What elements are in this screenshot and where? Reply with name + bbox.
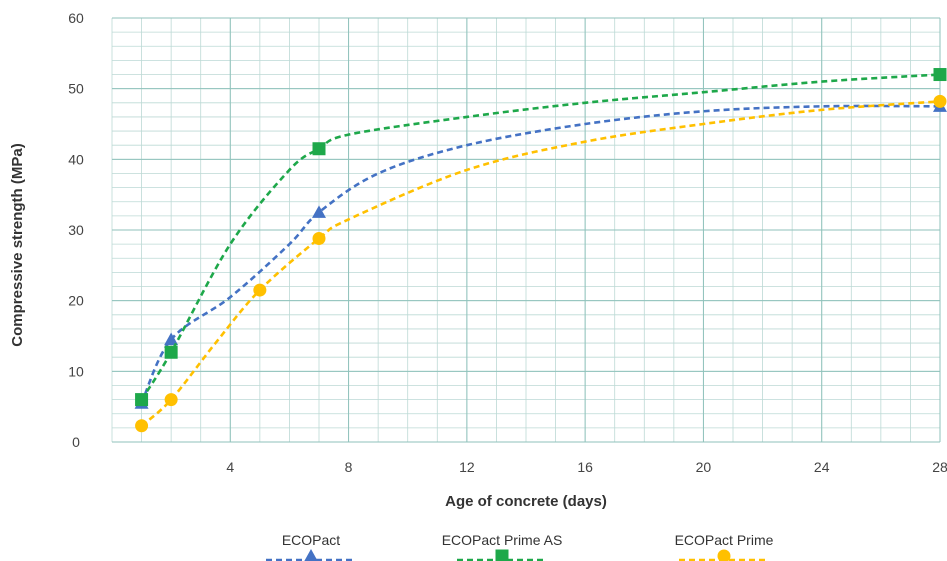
- legend-label-ecopact-prime-as: ECOPact Prime AS: [442, 532, 563, 548]
- major-grid: [112, 17, 941, 443]
- legend-label-ecopact: ECOPact: [282, 532, 340, 548]
- legend-swatch-marker-ecopact: [304, 549, 318, 561]
- legend-swatch-marker-ecopact-prime-as: [495, 549, 509, 561]
- y-tick-label: 50: [68, 81, 84, 97]
- data-point-ecopact-prime: [253, 283, 267, 297]
- x-tick-label: 28: [932, 459, 947, 475]
- data-point-ecopact-prime: [164, 393, 178, 407]
- data-point-ecopact-prime-as: [312, 142, 326, 156]
- y-tick-label: 20: [68, 293, 84, 309]
- series-ecopact-prime: [135, 94, 947, 433]
- y-tick-label: 0: [72, 434, 80, 450]
- legend-item-ecopact-prime-as: ECOPact Prime AS: [442, 532, 563, 561]
- series-line-ecopact-prime: [140, 100, 941, 427]
- x-tick-label: 16: [577, 459, 593, 475]
- data-point-ecopact: [164, 332, 179, 346]
- y-axis-title: Compressive strength (MPa): [9, 143, 26, 346]
- y-tick-label: 40: [68, 151, 84, 167]
- x-tick-label: 4: [226, 459, 234, 475]
- x-tick-label: 24: [814, 459, 830, 475]
- x-tick-label: 8: [345, 459, 353, 475]
- series-line-ecopact-prime-as: [140, 73, 941, 401]
- y-tick-label: 60: [68, 10, 84, 26]
- x-tick-label: 20: [696, 459, 712, 475]
- series-layer: [134, 68, 947, 433]
- y-tick-label: 30: [68, 222, 84, 238]
- data-point-ecopact-prime-as: [933, 68, 947, 82]
- x-axis-title: Age of concrete (days): [445, 493, 607, 510]
- y-axis-ticks: 0 10 20 30 40 50 60: [68, 10, 84, 450]
- x-tick-label: 12: [459, 459, 475, 475]
- legend: ECOPact ECOPact Prime AS ECOPact Prime: [266, 532, 774, 561]
- data-point-ecopact: [312, 205, 326, 218]
- data-point-ecopact-prime: [135, 419, 149, 433]
- data-point-ecopact-prime-as: [135, 393, 149, 407]
- series-ecopact-prime-as: [135, 68, 947, 407]
- data-point-ecopact-prime: [933, 94, 947, 108]
- legend-item-ecopact-prime: ECOPact Prime: [675, 532, 774, 561]
- legend-label-ecopact-prime: ECOPact Prime: [675, 532, 774, 548]
- legend-swatch-marker-ecopact-prime: [717, 549, 731, 561]
- data-point-ecopact-prime-as: [164, 345, 178, 359]
- legend-item-ecopact: ECOPact: [266, 532, 356, 561]
- y-tick-label: 10: [68, 363, 84, 379]
- data-point-ecopact-prime: [312, 231, 326, 245]
- x-axis-ticks: 4 8 12 16 20 24 28: [226, 459, 947, 475]
- series-ecopact: [134, 99, 947, 409]
- series-line-ecopact: [140, 104, 941, 404]
